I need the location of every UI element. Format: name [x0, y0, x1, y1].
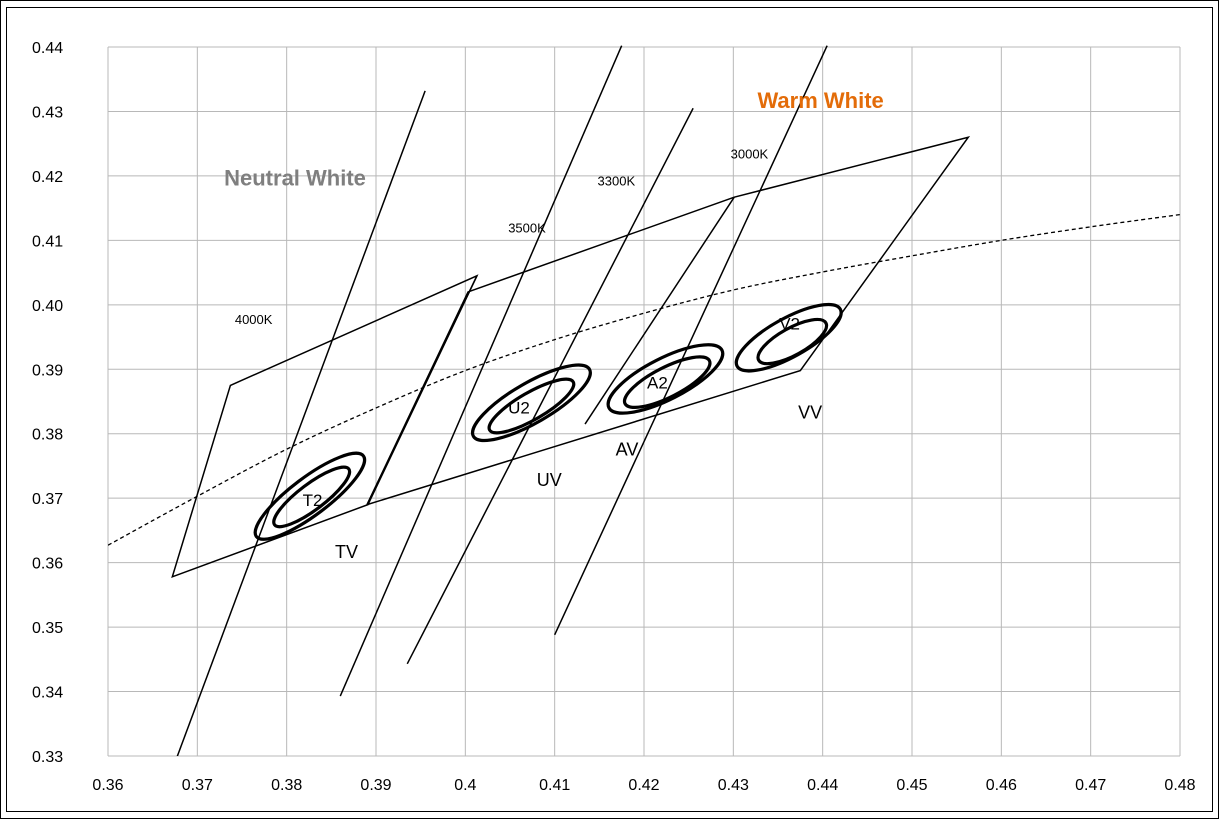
inner-border [6, 7, 1213, 812]
x-tick-label: 0.41 [539, 777, 570, 794]
region-label-vv: VV [798, 402, 822, 422]
region-label-tv: TV [335, 542, 358, 562]
region-label-u2: U2 [508, 399, 530, 418]
x-tick-label: 0.42 [628, 777, 659, 794]
bin-divider-0 [366, 275, 478, 505]
y-tick-label: 0.33 [32, 749, 63, 766]
y-tick-label: 0.39 [32, 362, 63, 379]
y-tick-label: 0.36 [32, 556, 63, 573]
region-label-t2: T2 [303, 491, 323, 510]
x-tick-label: 0.43 [718, 777, 749, 794]
isotherm-line-3300k [406, 107, 694, 665]
cct-label-3500k: 3500K [508, 221, 546, 236]
x-tick-label: 0.39 [360, 777, 391, 794]
macadam-ellipses [253, 302, 843, 541]
isotherm-line-3500k [339, 45, 623, 697]
y-tick-label: 0.41 [32, 233, 63, 250]
blackbody-locus-curve [108, 213, 1180, 546]
ellipse-u2-inner [487, 377, 576, 435]
x-tick-label: 0.44 [807, 777, 838, 794]
isotherm-line-3000k [553, 45, 828, 636]
grid [107, 46, 1181, 757]
y-tick-label: 0.34 [32, 685, 63, 702]
y-tick-label: 0.40 [32, 298, 63, 315]
cct-label-3300k: 3300K [598, 174, 636, 189]
ellipse-u2-outer [470, 363, 592, 443]
x-tick-label: 0.4 [454, 777, 476, 794]
cct-label-4000k: 4000K [235, 312, 273, 327]
x-tick-label: 0.46 [986, 777, 1017, 794]
region-label-v2: V2 [779, 314, 800, 333]
family-label-neutral-white: Neutral White [224, 166, 366, 191]
ellipse-a2-outer [606, 343, 725, 415]
x-tick-label: 0.48 [1164, 777, 1195, 794]
y-tick-label: 0.44 [32, 40, 63, 57]
cct-label-3000k: 3000K [731, 147, 769, 162]
x-tick-label: 0.37 [182, 777, 213, 794]
axis-tick-labels: 0.36 0.37 0.38 0.39 0.4 0.41 0.42 0.43 0.44 0.45 0… [32, 40, 1196, 794]
y-tick-label: 0.42 [32, 169, 63, 186]
bin-divider-1 [584, 196, 735, 425]
ellipse-a2-inner [622, 355, 712, 409]
y-tick-label: 0.37 [32, 491, 63, 508]
chart-labels: 4000K 3500K 3300K 3000K T2 TV U2 UV A2 AV V2 VV Neut… [224, 88, 884, 562]
bin-quadrangles [171, 135, 971, 579]
x-tick-label: 0.47 [1075, 777, 1106, 794]
region-label-a2: A2 [647, 374, 668, 393]
x-tick-label: 0.36 [92, 777, 123, 794]
x-tick-label: 0.38 [271, 777, 302, 794]
region-label-av: AV [616, 440, 639, 460]
isotherm-lines [176, 45, 828, 756]
blackbody-locus [108, 213, 1180, 546]
y-tick-label: 0.38 [32, 427, 63, 444]
region-label-uv: UV [537, 470, 562, 490]
ellipse-v2-inner [756, 317, 829, 366]
x-tick-label: 0.45 [896, 777, 927, 794]
y-tick-label: 0.43 [32, 104, 63, 121]
isotherm-line-4000k [176, 90, 426, 756]
ellipse-t2-inner [272, 465, 352, 529]
ellipse-t2-outer [253, 451, 367, 541]
y-tick-label: 0.35 [32, 620, 63, 637]
family-label-warm-white: Warm White [757, 88, 883, 113]
